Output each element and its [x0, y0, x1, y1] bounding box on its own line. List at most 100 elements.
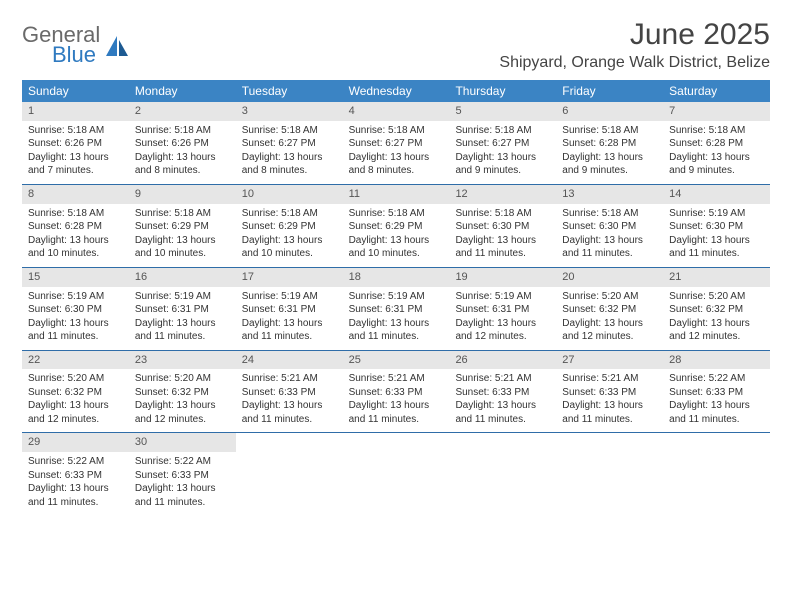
day-body: Sunrise: 5:18 AMSunset: 6:26 PMDaylight:… [22, 121, 129, 184]
weekday-header: Thursday [449, 80, 556, 102]
daylight-text: Daylight: 13 hours and 11 minutes. [455, 234, 550, 261]
sunrise-text: Sunrise: 5:18 AM [242, 207, 337, 221]
daylight-text: Daylight: 13 hours and 9 minutes. [455, 151, 550, 178]
daylight-text: Daylight: 13 hours and 11 minutes. [349, 399, 444, 426]
calendar-page: General Blue June 2025 Shipyard, Orange … [0, 0, 792, 533]
sunset-text: Sunset: 6:32 PM [669, 303, 764, 317]
daylight-text: Daylight: 13 hours and 11 minutes. [242, 399, 337, 426]
daylight-text: Daylight: 13 hours and 9 minutes. [562, 151, 657, 178]
sunrise-text: Sunrise: 5:21 AM [455, 372, 550, 386]
sunset-text: Sunset: 6:29 PM [242, 220, 337, 234]
sunrise-text: Sunrise: 5:20 AM [669, 290, 764, 304]
day-number: 19 [449, 268, 556, 287]
day-number: 28 [663, 351, 770, 370]
sunrise-text: Sunrise: 5:19 AM [669, 207, 764, 221]
daylight-text: Daylight: 13 hours and 11 minutes. [28, 317, 123, 344]
day-number: 1 [22, 102, 129, 121]
day-cell: 18Sunrise: 5:19 AMSunset: 6:31 PMDayligh… [343, 268, 450, 350]
day-number: 27 [556, 351, 663, 370]
week-row: 1Sunrise: 5:18 AMSunset: 6:26 PMDaylight… [22, 102, 770, 185]
sunset-text: Sunset: 6:33 PM [135, 469, 230, 483]
day-cell: 7 Sunrise: 5:18 AMSunset: 6:28 PMDaylight… [663, 102, 770, 184]
day-number: 30 [129, 433, 236, 452]
daylight-text: Daylight: 13 hours and 12 minutes. [135, 399, 230, 426]
logo: General Blue [22, 24, 130, 66]
page-header: General Blue June 2025 Shipyard, Orange … [22, 18, 770, 72]
sunset-text: Sunset: 6:27 PM [455, 137, 550, 151]
sunrise-text: Sunrise: 5:18 AM [669, 124, 764, 138]
sunset-text: Sunset: 6:28 PM [669, 137, 764, 151]
day-cell: 16Sunrise: 5:19 AMSunset: 6:31 PMDayligh… [129, 268, 236, 350]
daylight-text: Daylight: 13 hours and 11 minutes. [455, 399, 550, 426]
sunrise-text: Sunrise: 5:19 AM [242, 290, 337, 304]
sunrise-text: Sunrise: 5:18 AM [28, 207, 123, 221]
day-number: 9 [129, 185, 236, 204]
day-body: Sunrise: 5:18 AMSunset: 6:29 PMDaylight:… [129, 204, 236, 267]
day-number: 20 [556, 268, 663, 287]
sunrise-text: Sunrise: 5:20 AM [135, 372, 230, 386]
sunset-text: Sunset: 6:33 PM [242, 386, 337, 400]
daylight-text: Daylight: 13 hours and 8 minutes. [349, 151, 444, 178]
daylight-text: Daylight: 13 hours and 8 minutes. [242, 151, 337, 178]
daylight-text: Daylight: 13 hours and 10 minutes. [135, 234, 230, 261]
day-cell: 29Sunrise: 5:22 AMSunset: 6:33 PMDayligh… [22, 433, 129, 515]
day-number: 5 [449, 102, 556, 121]
day-number: 21 [663, 268, 770, 287]
daylight-text: Daylight: 13 hours and 9 minutes. [669, 151, 764, 178]
sunset-text: Sunset: 6:32 PM [135, 386, 230, 400]
day-cell: 21 Sunrise: 5:20 AMSunset: 6:32 PMDayligh… [663, 268, 770, 350]
sunrise-text: Sunrise: 5:22 AM [135, 455, 230, 469]
daylight-text: Daylight: 13 hours and 12 minutes. [28, 399, 123, 426]
sunrise-text: Sunrise: 5:18 AM [562, 124, 657, 138]
day-body: Sunrise: 5:18 AMSunset: 6:27 PMDaylight:… [236, 121, 343, 184]
sunset-text: Sunset: 6:27 PM [349, 137, 444, 151]
day-body: Sunrise: 5:20 AMSunset: 6:32 PMDaylight:… [129, 369, 236, 432]
daylight-text: Daylight: 13 hours and 11 minutes. [135, 482, 230, 509]
day-number: 25 [343, 351, 450, 370]
day-body: Sunrise: 5:19 AMSunset: 6:30 PMDaylight:… [663, 204, 770, 267]
sunrise-text: Sunrise: 5:18 AM [562, 207, 657, 221]
day-number: 10 [236, 185, 343, 204]
day-cell: 3Sunrise: 5:18 AMSunset: 6:27 PMDaylight… [236, 102, 343, 184]
week-row: 29Sunrise: 5:22 AMSunset: 6:33 PMDayligh… [22, 433, 770, 515]
daylight-text: Daylight: 13 hours and 12 minutes. [669, 317, 764, 344]
day-number: 12 [449, 185, 556, 204]
week-row: 22Sunrise: 5:20 AMSunset: 6:32 PMDayligh… [22, 351, 770, 434]
sunrise-text: Sunrise: 5:22 AM [28, 455, 123, 469]
weekday-header: Wednesday [343, 80, 450, 102]
sunset-text: Sunset: 6:31 PM [135, 303, 230, 317]
day-number: 17 [236, 268, 343, 287]
daylight-text: Daylight: 13 hours and 11 minutes. [669, 399, 764, 426]
sunrise-text: Sunrise: 5:18 AM [455, 207, 550, 221]
sunset-text: Sunset: 6:30 PM [669, 220, 764, 234]
day-cell: 6Sunrise: 5:18 AMSunset: 6:28 PMDaylight… [556, 102, 663, 184]
day-body: Sunrise: 5:20 AMSunset: 6:32 PMDaylight:… [556, 287, 663, 350]
sunset-text: Sunset: 6:32 PM [28, 386, 123, 400]
sunrise-text: Sunrise: 5:19 AM [28, 290, 123, 304]
day-number: 3 [236, 102, 343, 121]
daylight-text: Daylight: 13 hours and 11 minutes. [349, 317, 444, 344]
day-body: Sunrise: 5:21 AMSunset: 6:33 PMDaylight:… [236, 369, 343, 432]
day-body: Sunrise: 5:18 AMSunset: 6:28 PMDaylight:… [22, 204, 129, 267]
daylight-text: Daylight: 13 hours and 8 minutes. [135, 151, 230, 178]
day-body: Sunrise: 5:18 AMSunset: 6:27 PMDaylight:… [449, 121, 556, 184]
day-body: Sunrise: 5:18 AMSunset: 6:27 PMDaylight:… [343, 121, 450, 184]
sunrise-text: Sunrise: 5:18 AM [455, 124, 550, 138]
day-cell: 10Sunrise: 5:18 AMSunset: 6:29 PMDayligh… [236, 185, 343, 267]
day-cell: 11Sunrise: 5:18 AMSunset: 6:29 PMDayligh… [343, 185, 450, 267]
day-body: Sunrise: 5:22 AMSunset: 6:33 PMDaylight:… [22, 452, 129, 515]
day-cell: 27Sunrise: 5:21 AMSunset: 6:33 PMDayligh… [556, 351, 663, 433]
sunrise-text: Sunrise: 5:21 AM [242, 372, 337, 386]
sunset-text: Sunset: 6:31 PM [349, 303, 444, 317]
day-body: Sunrise: 5:19 AMSunset: 6:31 PMDaylight:… [343, 287, 450, 350]
logo-text: General Blue [22, 24, 100, 66]
sunset-text: Sunset: 6:31 PM [242, 303, 337, 317]
day-cell [663, 433, 770, 515]
day-cell: 5Sunrise: 5:18 AMSunset: 6:27 PMDaylight… [449, 102, 556, 184]
day-cell: 22Sunrise: 5:20 AMSunset: 6:32 PMDayligh… [22, 351, 129, 433]
day-number: 7 [663, 102, 770, 121]
sunrise-text: Sunrise: 5:18 AM [135, 207, 230, 221]
day-cell: 17Sunrise: 5:19 AMSunset: 6:31 PMDayligh… [236, 268, 343, 350]
day-number: 6 [556, 102, 663, 121]
day-cell: 2Sunrise: 5:18 AMSunset: 6:26 PMDaylight… [129, 102, 236, 184]
